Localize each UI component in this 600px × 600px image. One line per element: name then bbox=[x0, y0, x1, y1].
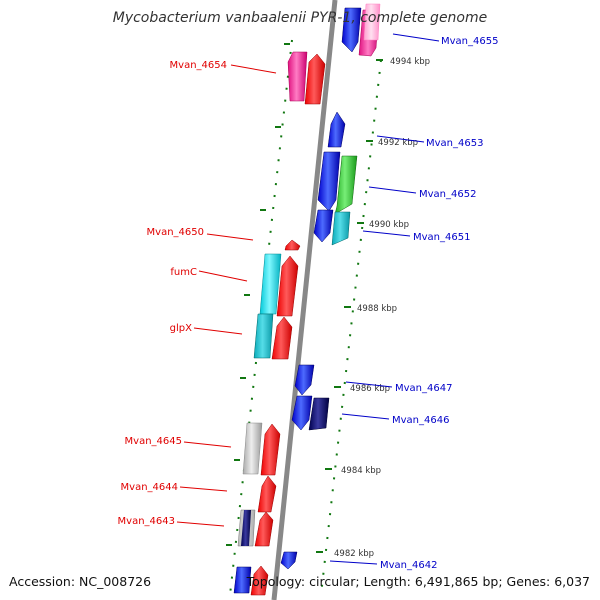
gene-arrow-glpx[interactable] bbox=[253, 313, 274, 359]
kbp-label: 4988 kbp bbox=[357, 304, 397, 314]
gene-arrow-mvan-4643-b[interactable] bbox=[254, 511, 274, 547]
gene-label-mvan-4652[interactable]: Mvan_4652 bbox=[419, 189, 476, 200]
gene-label-mvan-4650[interactable]: Mvan_4650 bbox=[147, 227, 204, 238]
gene-label-mvan-4643[interactable]: Mvan_4643 bbox=[118, 516, 175, 527]
gene-arrow-mvan-4651[interactable] bbox=[313, 209, 334, 243]
gene-arrow-mvan-4646[interactable] bbox=[291, 395, 313, 431]
gene-label-mvan-4646[interactable]: Mvan_4646 bbox=[392, 415, 449, 426]
gene-arrow-mvan-4645-b[interactable] bbox=[260, 423, 281, 476]
kbp-label: 4994 kbp bbox=[390, 57, 430, 67]
gene-arrows bbox=[280, 3, 381, 570]
genome-backbone bbox=[271, 0, 338, 600]
kbp-labels: 4994 kbp 4992 kbp 4990 kbp 4988 kbp 4986… bbox=[334, 57, 430, 559]
gene-arrow-mvan-4646-b[interactable] bbox=[308, 397, 330, 431]
inner-ticks bbox=[226, 43, 290, 546]
genome-summary-text: Topology: circular; Length: 6,491,865 bp… bbox=[246, 574, 590, 589]
gene-arrow-fumc-b[interactable] bbox=[276, 255, 299, 317]
gene-arrow-mvan-4652[interactable] bbox=[317, 151, 341, 212]
gene-label-mvan-4644[interactable]: Mvan_4644 bbox=[121, 482, 178, 493]
gene-arrow-mvan-4645[interactable] bbox=[242, 422, 263, 475]
gene-arrow-mvan-4654[interactable] bbox=[287, 51, 308, 102]
map-title: Mycobacterium vanbaalenii PYR-1, complet… bbox=[112, 10, 488, 26]
gene-arrow-mvan-4650[interactable] bbox=[284, 239, 301, 251]
gene-arrow-mvan-4653[interactable] bbox=[327, 111, 346, 148]
gene-arrow-mvan-4655-c[interactable] bbox=[363, 3, 381, 41]
kbp-label: 4982 kbp bbox=[334, 549, 374, 559]
gene-label-mvan-4651[interactable]: Mvan_4651 bbox=[413, 232, 470, 243]
gene-label-mvan-4645[interactable]: Mvan_4645 bbox=[125, 436, 182, 447]
gene-arrow-mvan-4642[interactable] bbox=[280, 551, 298, 570]
gene-arrow-mvan-4654-b[interactable] bbox=[304, 53, 326, 105]
accession-text: Accession: NC_008726 bbox=[9, 574, 152, 589]
gene-label-mvan-4642[interactable]: Mvan_4642 bbox=[380, 560, 437, 571]
gene-arrow-bottom-blue[interactable] bbox=[233, 566, 252, 594]
kbp-label: 4992 kbp bbox=[378, 138, 418, 148]
connectors-right bbox=[329, 33, 440, 565]
gene-arrows-inner bbox=[233, 51, 326, 596]
connectors-left bbox=[176, 64, 277, 527]
gene-arrow-fumc[interactable] bbox=[259, 253, 282, 315]
gene-arrow-mvan-4647[interactable] bbox=[294, 364, 315, 396]
gene-label-glpx[interactable]: glpX bbox=[170, 323, 192, 334]
gene-arrow-mvan-4643-stripe bbox=[241, 510, 251, 546]
gene-arrow-glpx-b[interactable] bbox=[271, 316, 293, 360]
kbp-label: 4990 kbp bbox=[369, 220, 409, 230]
gene-label-mvan-4654[interactable]: Mvan_4654 bbox=[170, 60, 227, 71]
gene-label-fumc[interactable]: fumC bbox=[170, 267, 197, 278]
gene-arrow-mvan-4651-b[interactable] bbox=[331, 211, 351, 246]
scale-ticks bbox=[316, 59, 383, 553]
kbp-label: 4984 kbp bbox=[341, 466, 381, 476]
gene-label-mvan-4653[interactable]: Mvan_4653 bbox=[426, 138, 483, 149]
kbp-label: 4986 kbp bbox=[350, 384, 390, 394]
gene-label-mvan-4655[interactable]: Mvan_4655 bbox=[441, 36, 498, 47]
gene-arrow-mvan-4644[interactable] bbox=[257, 475, 277, 513]
gene-arrow-bottom-red[interactable] bbox=[250, 565, 269, 596]
gene-label-mvan-4647[interactable]: Mvan_4647 bbox=[395, 383, 452, 394]
gene-arrow-mvan-4655[interactable] bbox=[341, 7, 362, 53]
gene-arrow-mvan-4652-b[interactable] bbox=[334, 155, 358, 215]
